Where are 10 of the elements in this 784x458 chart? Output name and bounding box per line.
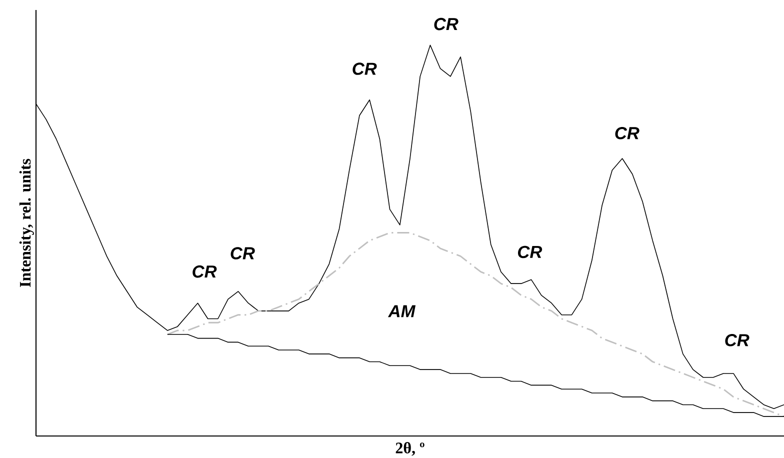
- annotation: CR: [352, 62, 377, 75]
- annotation: CR: [230, 247, 255, 260]
- annotation: CR: [725, 334, 750, 346]
- text: CR: [434, 18, 458, 30]
- annotation: CR: [615, 126, 640, 140]
- y-axis-title: Intensity, rel. units: [19, 158, 34, 287]
- annotation: CR: [192, 265, 217, 278]
- annotation: CR: [518, 246, 542, 258]
- x-axis-title: 2θ, º: [396, 442, 424, 456]
- annotation: AM: [388, 305, 416, 318]
